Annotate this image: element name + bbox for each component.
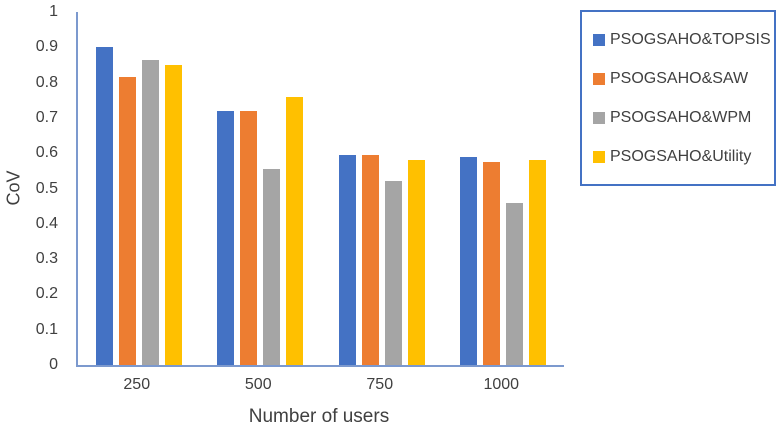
- bar-PSOGSAHO&WPM-750: [384, 181, 402, 365]
- bar-PSOGSAHO&WPM-500: [263, 169, 281, 365]
- legend-item: PSOGSAHO&SAW: [593, 70, 770, 88]
- y-tick-label: 0.4: [35, 214, 58, 232]
- bar-PSOGSAHO&SAW-500: [240, 110, 258, 365]
- y-tick-label: 0.5: [35, 179, 58, 197]
- y-axis-tick-labels: 0 0.1 0.2 0.3 0.4 0.5 0.6 0.7 0.8 0.9 1: [0, 4, 66, 373]
- legend-swatch-icon: [593, 111, 605, 124]
- legend-swatch-icon: [593, 72, 605, 85]
- bar-PSOGSAHO&TOPSIS-250: [95, 47, 113, 365]
- legend-label: PSOGSAHO&Utility: [610, 147, 752, 165]
- y-tick-label: 0.6: [35, 144, 58, 162]
- y-tick-label: 0: [49, 356, 58, 373]
- legend-label: PSOGSAHO&WPM: [610, 108, 752, 126]
- legend: PSOGSAHO&TOPSIS PSOGSAHO&SAW PSOGSAHO&WPM P…: [580, 10, 776, 186]
- legend-item: PSOGSAHO&WPM: [593, 109, 770, 127]
- bar-group-250: [95, 12, 182, 365]
- legend-label: PSOGSAHO&TOPSIS: [610, 30, 771, 48]
- x-tick-label-750: 750: [366, 376, 394, 393]
- bar-PSOGSAHO&Utility-250: [164, 64, 182, 365]
- y-tick-label: 0.2: [35, 285, 58, 303]
- x-tick-label-1000: 1000: [483, 376, 520, 393]
- legend-item: PSOGSAHO&Utility: [593, 148, 770, 166]
- bar-PSOGSAHO&WPM-1000: [506, 202, 524, 365]
- legend-item: PSOGSAHO&TOPSIS: [593, 30, 771, 49]
- bar-PSOGSAHO&SAW-750: [361, 154, 379, 365]
- legend-swatch-icon: [593, 33, 605, 46]
- bar-PSOGSAHO&TOPSIS-500: [217, 110, 235, 365]
- bar-group-750: [338, 12, 425, 365]
- y-tick-label: 0.9: [35, 38, 58, 56]
- legend-swatch-icon: [593, 150, 605, 163]
- x-tick-label-250: 250: [123, 376, 151, 393]
- plot-area: [76, 12, 564, 367]
- x-axis-title: Number of users: [248, 406, 390, 427]
- y-tick-label: 1: [49, 3, 58, 20]
- bar-PSOGSAHO&SAW-1000: [483, 162, 501, 365]
- bar-PSOGSAHO&Utility-750: [407, 160, 425, 365]
- bar-PSOGSAHO&SAW-250: [118, 77, 136, 365]
- x-axis-tick-labels: 250 500 750 1000: [76, 376, 562, 394]
- legend-label: PSOGSAHO&SAW: [610, 69, 749, 87]
- bar-PSOGSAHO&WPM-250: [141, 59, 159, 365]
- y-tick-label: 0.8: [35, 73, 58, 91]
- y-tick-label: 0.3: [35, 250, 58, 268]
- bar-PSOGSAHO&Utility-500: [286, 96, 304, 365]
- bar-PSOGSAHO&Utility-1000: [529, 160, 547, 365]
- y-tick-label: 0.1: [35, 320, 58, 338]
- bar-group-1000: [460, 12, 547, 365]
- y-tick-label: 0.7: [35, 108, 58, 126]
- x-tick-label-500: 500: [244, 376, 272, 393]
- bar-PSOGSAHO&TOPSIS-1000: [460, 156, 478, 365]
- bar-group-500: [217, 12, 304, 365]
- bar-PSOGSAHO&TOPSIS-750: [338, 154, 356, 365]
